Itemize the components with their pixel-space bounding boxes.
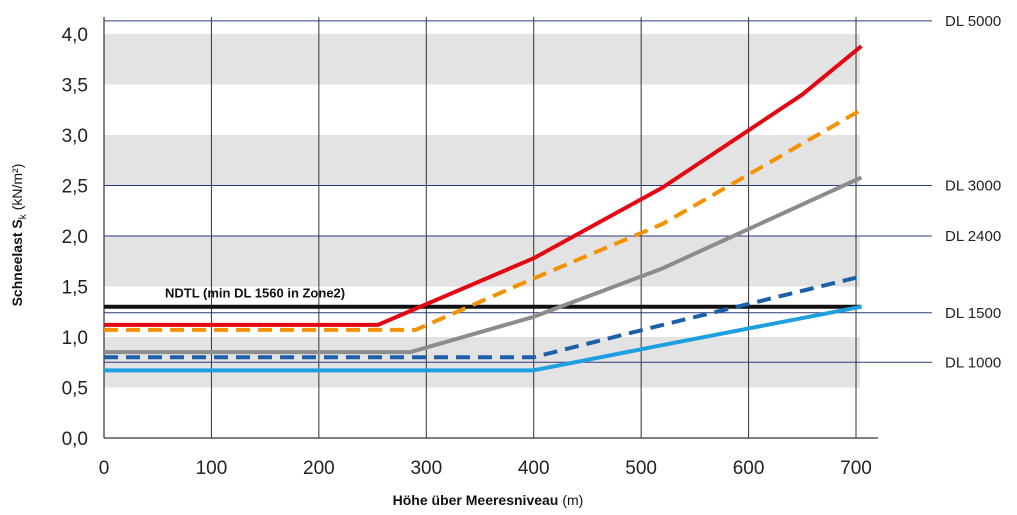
ref-label-0: DL 5000 [945, 13, 1001, 30]
x-tick-label-7: 700 [840, 458, 872, 479]
y-tick-label-1: 0,5 [62, 379, 88, 400]
series-line-3 [104, 274, 862, 360]
vertical-gridlines [210, 17, 857, 438]
reference-lines: DL 5000 DL 3000 DL 2400 DL 1500 DL 1000 [104, 13, 1001, 371]
y-tick-labels: 0,0 0,5 1,0 1,5 2,0 2,5 3,0 3,5 4,0 [62, 25, 88, 450]
y-tick-label-5: 2,5 [62, 177, 88, 198]
x-tick-label-4: 400 [518, 458, 550, 479]
y-tick-label-6: 3,0 [62, 126, 88, 147]
y-axis-title-subscript: k [18, 213, 29, 219]
series-line-4 [104, 304, 862, 373]
y-tick-label-2: 1,0 [62, 328, 88, 349]
gray-band-3 [104, 34, 860, 85]
x-tick-label-0: 0 [99, 458, 110, 479]
y-axis-title: Schneelast Sk (kN/m²) [9, 164, 29, 307]
x-axis-title-unit: (m) [562, 492, 583, 508]
series-line-2 [104, 175, 863, 355]
x-tick-labels: 0 100 200 300 400 500 600 700 [99, 458, 872, 479]
y-axis-title-unit: (kN/m²) [9, 164, 25, 211]
x-tick-label-1: 100 [196, 458, 228, 479]
ref-label-2: DL 2400 [945, 228, 1001, 245]
series-line-1 [104, 108, 863, 332]
gray-band-2 [104, 135, 860, 186]
y-tick-label-3: 1,5 [62, 278, 88, 299]
x-tick-label-5: 500 [625, 458, 657, 479]
y-axis-title-bold: Schneelast S [9, 219, 25, 306]
x-axis-title: Höhe über Meeresniveau (m) [393, 492, 584, 508]
x-tick-label-6: 600 [733, 458, 765, 479]
y-tick-label-7: 3,5 [62, 76, 88, 97]
ndtl-annotation: NDTL (min DL 1560 in Zone2) [104, 286, 862, 309]
gray-band-1 [104, 236, 860, 287]
x-axis-title-bold: Höhe über Meeresniveau [393, 492, 559, 508]
ndtl-label: NDTL (min DL 1560 in Zone2) [165, 286, 345, 301]
y-tick-label-0: 0,0 [62, 429, 88, 450]
gray-bands [104, 34, 860, 388]
ref-label-1: DL 3000 [945, 178, 1001, 195]
series-line-0 [104, 44, 863, 327]
y-tick-label-4: 2,0 [62, 227, 88, 248]
series-lines [104, 44, 863, 373]
ref-label-3: DL 1500 [945, 305, 1001, 322]
ref-label-4: DL 1000 [945, 354, 1001, 371]
x-tick-label-3: 300 [410, 458, 442, 479]
y-tick-label-8: 4,0 [62, 25, 88, 46]
x-tick-label-2: 200 [303, 458, 335, 479]
axes [103, 17, 878, 439]
